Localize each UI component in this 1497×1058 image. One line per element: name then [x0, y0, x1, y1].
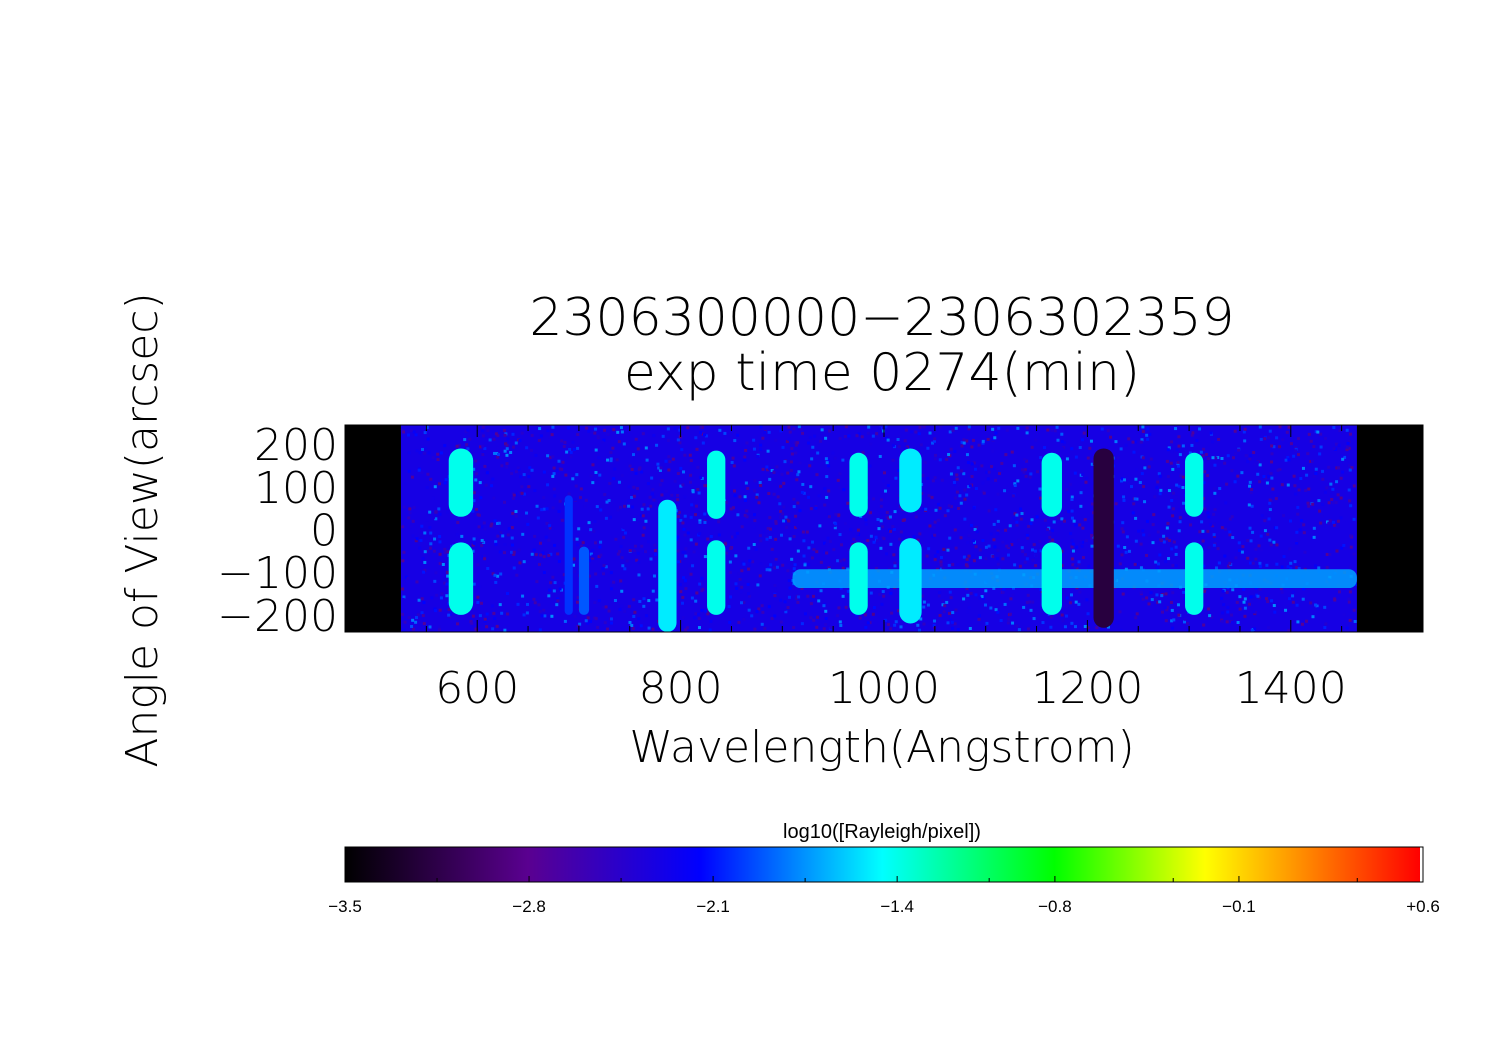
colorbar-tick-label: −0.8: [1038, 897, 1072, 916]
emission-line: [899, 448, 922, 513]
emission-line: [564, 495, 573, 615]
emission-line: [1185, 542, 1204, 615]
spectrogram-plot: [344, 424, 1424, 633]
colorbar-ticks: −3.5 −2.8 −2.1 −1.4 −0.8 −0.1 +0.6: [328, 876, 1440, 916]
x-tick-label: 800: [639, 663, 723, 714]
emission-line: [578, 546, 590, 615]
colorbar-tick-label: −2.1: [696, 897, 730, 916]
colorbar-tick-label: +0.6: [1406, 897, 1440, 916]
y-tick-label: −200: [217, 591, 338, 642]
x-axis-label: Wavelength(Angstrom): [629, 722, 1134, 773]
y-tick-label: 100: [254, 463, 338, 514]
x-tick-label: 1400: [1235, 663, 1347, 714]
y-tick-label: 0: [310, 506, 338, 557]
emission-line: [849, 452, 868, 517]
y-axis-label: Angle of View(arcsec): [117, 292, 168, 767]
colorbar: log10([Rayleigh/pixel]) −3.5 −2.8 −2.1 −1.4…: [328, 821, 1440, 916]
colorbar-frame: [344, 846, 1424, 883]
emission-line: [658, 499, 677, 632]
chart-title: 2306300000−2306302359: [529, 288, 1234, 348]
emission-line: [1041, 452, 1062, 517]
x-tick-label: 1000: [828, 663, 940, 714]
colorbar-gradient: [345, 847, 1420, 882]
emission-line: [707, 540, 726, 615]
colorbar-label: log10([Rayleigh/pixel]): [783, 821, 981, 843]
colorbar-tick-label: −3.5: [328, 897, 362, 916]
x-tick-label: 1200: [1031, 663, 1143, 714]
emission-line: [1185, 452, 1204, 517]
x-axis-ticks: 600 800 1000 1200 1400: [375, 425, 1393, 714]
emission-line: [448, 448, 474, 517]
emission-line: [849, 542, 868, 615]
continuum-band: [792, 569, 1357, 589]
y-tick-label: 200: [254, 420, 338, 471]
emission-line: [448, 542, 474, 615]
absorption-band: [1093, 448, 1114, 628]
x-tick-label: 600: [435, 663, 519, 714]
y-tick-label: −100: [217, 548, 338, 599]
chart-subtitle: exp time 0274(min): [624, 343, 1140, 403]
spectrogram-image: [400, 425, 1357, 632]
colorbar-tick-label: −2.8: [512, 897, 546, 916]
colorbar-tick-label: −1.4: [880, 897, 914, 916]
emission-line: [707, 450, 726, 519]
emission-line: [899, 538, 922, 624]
colorbar-tick-label: −0.1: [1222, 897, 1256, 916]
emission-line: [1041, 542, 1062, 615]
